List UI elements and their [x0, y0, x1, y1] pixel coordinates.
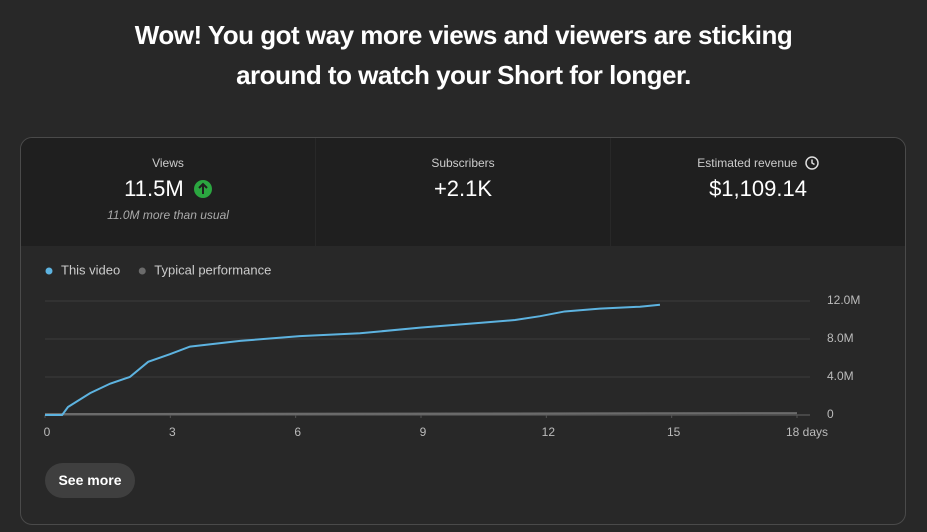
metric[interactable]: Estimated revenue $1,109.14 [611, 138, 905, 246]
metric-value: 11.5M [21, 176, 315, 202]
metric-note: 11.0M more than usual [107, 208, 229, 222]
metric-value: 11.5M [124, 176, 184, 201]
x-tick-label: 9 [420, 425, 427, 439]
legend-label: This video [61, 262, 120, 277]
y-tick-label: 0 [827, 407, 834, 421]
x-tick-label: 15 [667, 425, 681, 439]
up-icon [193, 180, 212, 198]
x-tick-label: 0 [44, 425, 51, 439]
see-more-button[interactable]: See more [45, 463, 135, 498]
metric-label: Estimated revenue [611, 156, 905, 170]
legend-dot [138, 267, 146, 275]
metric-value: +2.1K [433, 176, 493, 201]
headline: around to watch your Short for longer. [236, 60, 691, 90]
x-tick-label: 18 days [786, 425, 828, 439]
x-tick-label: 12 [542, 425, 556, 439]
y-tick-label: 12.0M [827, 293, 860, 307]
y-tick-label: 8.0M [827, 331, 854, 345]
series-line [44, 412, 798, 416]
x-tick-label: 3 [169, 425, 176, 439]
metric-value: $1,109.14 [709, 176, 807, 201]
legend-label: Typical performance [154, 262, 271, 277]
metric-label: Subscribers [431, 156, 495, 170]
metric[interactable]: Views 11.5M 11.0M more than usual [21, 138, 315, 246]
y-tick-label: 4.0M [827, 369, 854, 383]
legend-dot [45, 267, 53, 275]
card: Views 11.5M 11.0M more than usual Subscr… [20, 137, 906, 525]
series-line [45, 303, 661, 416]
x-tick-label: 6 [294, 425, 301, 439]
headline: Wow! You got way more views and viewers … [134, 20, 793, 50]
clock-icon [804, 156, 819, 170]
metric-label: Estimated revenue [697, 156, 798, 170]
metric[interactable]: Subscribers +2.1K [316, 138, 610, 246]
metric-label: Views [152, 156, 184, 170]
